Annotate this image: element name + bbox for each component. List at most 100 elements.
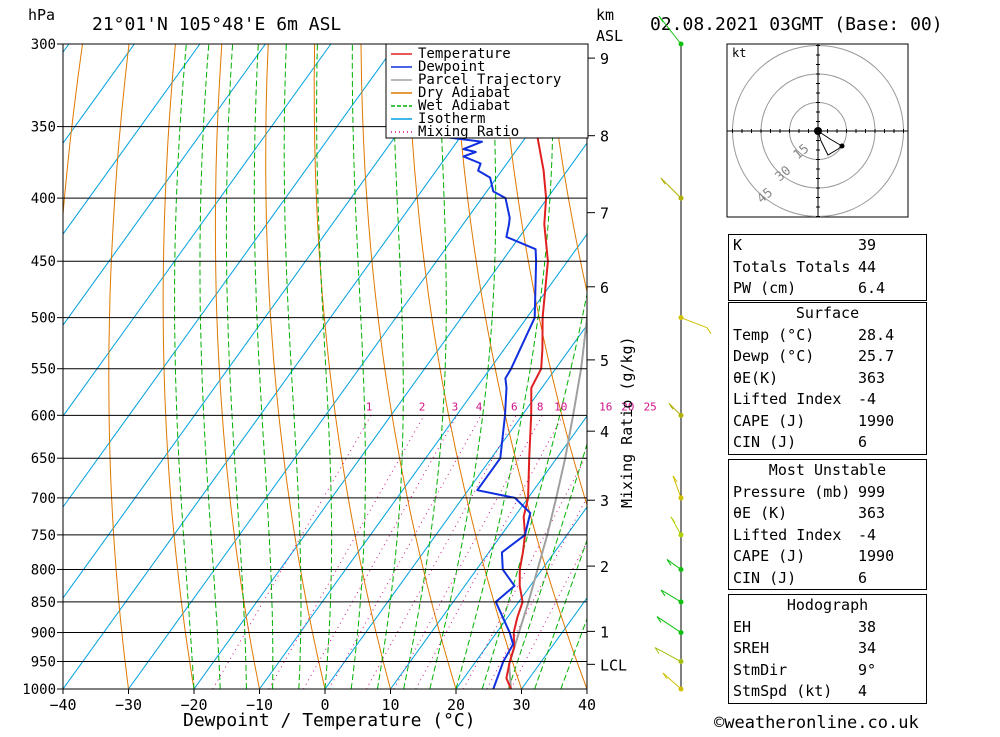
pressure-unit-label: hPa (28, 6, 55, 24)
pressure-label: 850 (31, 595, 56, 611)
dry-adiabat-line (408, 44, 522, 689)
eh-label: EH (733, 617, 751, 639)
mixing-ratio-label: 25 (644, 400, 657, 413)
pressure-label: 300 (31, 37, 56, 53)
height-tick-label: 5 (600, 352, 609, 370)
wet-adiabat-line (535, 44, 743, 689)
mixing-ratio-axis-title: Mixing Ratio (g/kg) (618, 336, 636, 508)
x-tick-label: −30 (115, 696, 142, 714)
pressure-label: 400 (31, 191, 56, 207)
wind-level-dot (679, 315, 684, 320)
surface-li-value: -4 (858, 389, 914, 411)
isotherm-line (129, 44, 593, 689)
totals-totals-value: 44 (858, 257, 914, 279)
pressure-label: 350 (31, 120, 56, 136)
x-axis-title: Dewpoint / Temperature (°C) (183, 710, 476, 731)
mu-cin-label: CIN (J) (733, 568, 796, 590)
pressure-label: 750 (31, 528, 56, 544)
wind-barb (673, 476, 681, 498)
height-tick-label: 2 (600, 558, 609, 576)
height-tick-label: LCL (600, 656, 627, 674)
surface-dewp-row: Dewp (°C)25.7 (729, 346, 926, 368)
dry-adiabat-line (215, 44, 259, 689)
mixing-ratio-label: 2 (419, 400, 426, 413)
dry-adiabat-line (918, 44, 1000, 689)
index-table-most-unstable: Most Unstable Pressure (mb)999 θE (K)363… (728, 459, 927, 590)
height-tick-label: 3 (600, 492, 609, 510)
dry-adiabat-line (163, 44, 194, 689)
height-tick-label: 9 (600, 50, 609, 68)
stmspd-value: 4 (858, 681, 914, 703)
surface-li-label: Lifted Index (733, 389, 841, 411)
pw-value: 6.4 (858, 278, 914, 300)
wind-barb (661, 178, 681, 198)
wind-level-dot (679, 599, 684, 604)
wet-adiabat-line (508, 44, 683, 689)
mu-cape-row: CAPE (J) 1990 (729, 546, 926, 568)
wind-level-dot (679, 567, 684, 572)
surface-thetae-label: θE(K) (733, 368, 778, 390)
pressure-label: 600 (31, 408, 56, 424)
wind-profile (655, 16, 711, 692)
surface-dewp-value: 25.7 (858, 346, 914, 368)
stmdir-label: StmDir (733, 660, 787, 682)
pressure-label: 800 (31, 562, 56, 578)
surface-cape-row: CAPE (J)1990 (729, 411, 926, 433)
pressure-label: 700 (31, 491, 56, 507)
index-table-surface: Surface Temp (°C)28.4 Dewp (°C)25.7 θE(K… (728, 302, 927, 455)
mu-cin-row: CIN (J) 6 (729, 568, 926, 590)
mu-cape-value: 1990 (858, 546, 914, 568)
wind-level-dot (679, 413, 684, 418)
mu-pressure-label: Pressure (mb) (733, 482, 850, 504)
wind-level-dot (679, 42, 684, 47)
isotherm-line (0, 44, 3, 689)
isotherm-line (0, 44, 462, 689)
surface-cape-value: 1990 (858, 411, 914, 433)
k-value: 39 (858, 235, 914, 257)
wind-barb-flag (707, 328, 711, 334)
sreh-value: 34 (858, 638, 914, 660)
wind-barb-flag (671, 517, 675, 523)
stmspd-row: StmSpd (kt) 4 (729, 681, 926, 703)
index-row-pw: PW (cm) 6.4 (729, 278, 926, 300)
surface-temp-label: Temp (°C) (733, 325, 814, 347)
stmdir-value: 9° (858, 660, 914, 682)
surface-cin-row: CIN (J)6 (729, 432, 926, 454)
pressure-label: 900 (31, 626, 56, 642)
height-tick-label: 1 (600, 623, 609, 641)
mixing-ratio-label: 4 (476, 400, 483, 413)
hodograph-unit: kt (732, 46, 746, 60)
stmdir-row: StmDir 9° (729, 660, 926, 682)
mixing-ratio-line (394, 415, 542, 689)
mixing-ratio-label: 10 (554, 400, 567, 413)
mixing-ratio-label: 16 (599, 400, 612, 413)
pw-label: PW (cm) (733, 278, 796, 300)
x-tick-label: 30 (512, 696, 530, 714)
surface-thetae-value: 363 (858, 368, 914, 390)
isotherm-line (63, 44, 527, 689)
x-tick-label: 40 (578, 696, 596, 714)
surface-cin-value: 6 (858, 432, 914, 454)
mixing-ratio-line (366, 415, 516, 689)
wet-adiabat-line (175, 44, 194, 689)
stmspd-label: StmSpd (kt) (733, 681, 832, 703)
credit-label: ©weatheronline.co.uk (714, 713, 919, 733)
height-unit-label-asl: ASL (596, 27, 623, 45)
pressure-label: 500 (31, 311, 56, 327)
pressure-label: 950 (31, 655, 56, 671)
height-unit-label: km (596, 6, 614, 24)
dry-adiabat-line (314, 44, 390, 689)
height-tick-label: 7 (600, 205, 609, 223)
mu-cin-value: 6 (858, 568, 914, 590)
surface-temp-value: 28.4 (858, 325, 914, 347)
height-tick-label: 8 (600, 128, 609, 146)
sreh-label: SREH (733, 638, 769, 660)
mu-cape-label: CAPE (J) (733, 546, 805, 568)
wind-barb (681, 318, 707, 328)
